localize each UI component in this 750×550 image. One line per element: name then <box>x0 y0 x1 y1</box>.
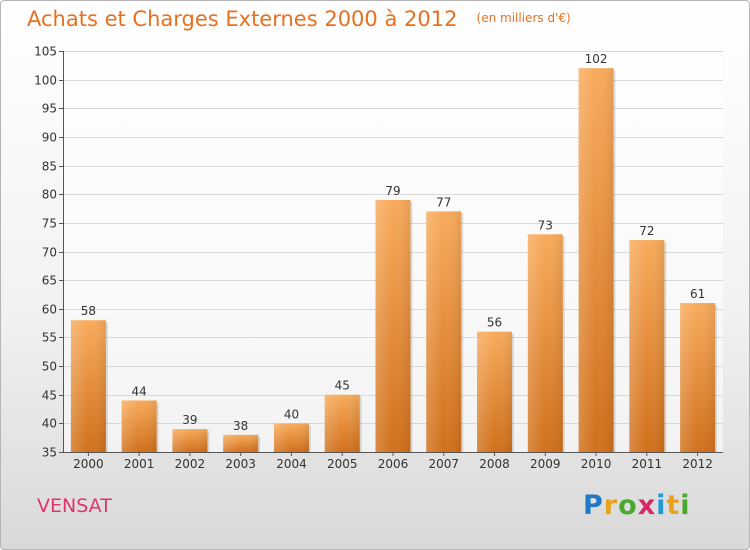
x-tick-label: 2002 <box>175 457 206 471</box>
data-label: 39 <box>182 413 197 427</box>
logo-letter: o <box>618 490 638 521</box>
logo-letter: x <box>637 490 657 521</box>
bar-shine <box>375 199 411 452</box>
chart-unit: (en milliers d'€) <box>476 11 571 25</box>
bar-shine <box>223 434 259 452</box>
y-tick-label: 40 <box>42 417 57 431</box>
data-label: 38 <box>233 419 248 433</box>
y-tick-label: 85 <box>42 160 57 174</box>
x-tick-label: 2011 <box>632 457 663 471</box>
x-tick-label: 2004 <box>276 457 307 471</box>
bar-shine <box>578 68 614 452</box>
chart-title-block: Achats et Charges Externes 2000 à 2012 (… <box>27 7 571 31</box>
y-tick-label: 35 <box>42 446 57 460</box>
x-tick-label: 2000 <box>73 457 104 471</box>
y-tick-label: 55 <box>42 331 57 345</box>
data-label: 77 <box>436 195 451 209</box>
bar-shine <box>273 423 309 452</box>
bar-shine <box>121 400 157 452</box>
y-tick-label: 75 <box>42 217 57 231</box>
chart-title: Achats et Charges Externes 2000 à 2012 <box>27 7 458 31</box>
logo-letter: i <box>656 490 667 521</box>
bar-shine <box>324 394 360 452</box>
y-tick-label: 50 <box>42 360 57 374</box>
bar-shine <box>426 211 462 452</box>
x-tick-label: 2005 <box>327 457 358 471</box>
y-tick-label: 90 <box>42 131 57 145</box>
x-tick-label: 2010 <box>581 457 612 471</box>
x-tick-label: 2003 <box>225 457 256 471</box>
commune-name: VENSAT <box>37 495 112 517</box>
x-tick-label: 2009 <box>530 457 561 471</box>
logo-letter: i <box>680 490 691 521</box>
x-tick-label: 2007 <box>428 457 459 471</box>
bar-shine <box>70 320 106 452</box>
logo-letter: r <box>603 490 619 521</box>
logo-letter: P <box>583 490 604 521</box>
x-tick-label: 2012 <box>682 457 713 471</box>
x-tick-label: 2008 <box>479 457 510 471</box>
y-tick-label: 105 <box>34 45 57 59</box>
y-tick-label: 45 <box>42 389 57 403</box>
x-tick-label: 2001 <box>124 457 155 471</box>
data-label: 102 <box>585 52 608 66</box>
bar-shine <box>629 240 665 452</box>
bar-shine <box>477 331 513 452</box>
data-label: 61 <box>690 287 705 301</box>
y-tick-label: 65 <box>42 274 57 288</box>
proxiti-logo: Proxiti <box>583 490 691 521</box>
bar-shine <box>172 429 208 452</box>
y-tick-label: 70 <box>42 246 57 260</box>
data-label: 40 <box>284 407 299 421</box>
data-label: 56 <box>487 316 502 330</box>
y-tick-label: 95 <box>42 102 57 116</box>
y-tick-label: 100 <box>34 74 57 88</box>
bar-shine <box>680 303 716 452</box>
bar-shine <box>527 234 563 452</box>
data-label: 79 <box>385 184 400 198</box>
logo-letter: t <box>666 490 681 521</box>
data-label: 73 <box>538 218 553 232</box>
y-tick-label: 60 <box>42 303 57 317</box>
data-label: 44 <box>132 384 147 398</box>
data-label: 45 <box>335 379 350 393</box>
data-label: 72 <box>639 224 654 238</box>
data-label: 58 <box>81 304 96 318</box>
y-tick-label: 80 <box>42 188 57 202</box>
x-tick-label: 2006 <box>378 457 409 471</box>
